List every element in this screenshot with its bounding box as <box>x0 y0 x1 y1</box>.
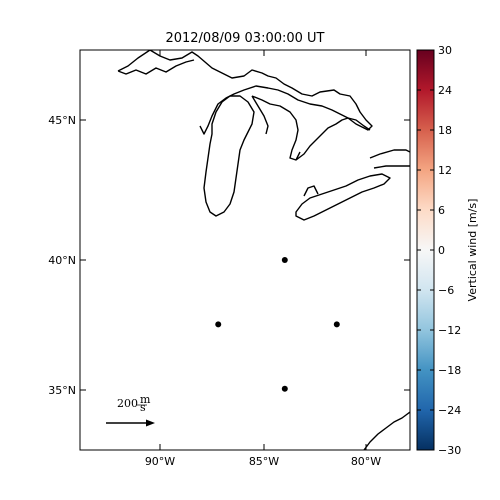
colorbar-tick-label-5: 0 <box>438 244 445 257</box>
scale-vector: 200 m s <box>106 393 155 427</box>
colorbar: 30 24 18 12 6 0 −6 −12 −18 −24 −30 Vertical wind [… <box>416 44 479 457</box>
lon-ticks: 90°W 85°W 80°W <box>145 50 381 468</box>
lake-ontario-coastline <box>369 149 410 169</box>
lat-tick-45: 45°N <box>48 114 76 127</box>
map-panel: 200 m s <box>79 49 411 451</box>
colorbar-tick-label-3: 12 <box>438 164 452 177</box>
lon-tick-90: 90°W <box>145 455 175 468</box>
colorbar-tick-label-0: 30 <box>438 44 452 57</box>
station-marker-3 <box>281 385 288 392</box>
colorbar-tick-label-7: −12 <box>438 324 461 337</box>
lake-superior-coastline <box>117 50 373 135</box>
colorbar-ticks: 30 24 18 12 6 0 −6 −12 −18 −24 −30 <box>417 44 461 457</box>
scale-unit-num: m <box>140 393 151 406</box>
station-markers <box>215 257 340 392</box>
lake-huron-coastline <box>251 95 371 161</box>
map-title: 2012/08/09 03:00:00 UT <box>165 31 325 46</box>
lake-michigan-coastline <box>203 95 255 217</box>
station-marker-1 <box>215 321 222 328</box>
coastlines <box>117 50 410 450</box>
colorbar-label: Vertical wind [m/s] <box>466 199 479 302</box>
lon-tick-80: 80°W <box>351 455 381 468</box>
scale-arrow-head <box>146 419 155 427</box>
lon-tick-85: 85°W <box>249 455 279 468</box>
lat-ticks: 45°N 40°N 35°N <box>48 114 410 397</box>
scale-value: 200 <box>117 397 138 410</box>
atlantic-coastline <box>363 411 410 450</box>
lat-tick-35: 35°N <box>48 384 76 397</box>
station-marker-2 <box>333 321 340 328</box>
colorbar-tick-label-8: −18 <box>438 364 461 377</box>
station-marker-0 <box>281 257 288 263</box>
lat-tick-40: 40°N <box>48 254 76 267</box>
colorbar-tick-label-10: −30 <box>438 444 461 457</box>
colorbar-tick-label-6: −6 <box>438 284 454 297</box>
colorbar-tick-label-2: 18 <box>438 124 452 137</box>
colorbar-tick-label-9: −24 <box>438 404 461 417</box>
colorbar-tick-label-4: 6 <box>438 204 445 217</box>
lake-erie-coastline <box>295 173 391 221</box>
colorbar-tick-label-1: 24 <box>438 84 452 97</box>
scale-unit-den: s <box>140 401 146 414</box>
